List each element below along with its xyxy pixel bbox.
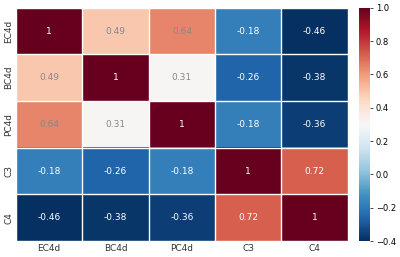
- Text: 0.72: 0.72: [305, 167, 325, 176]
- Text: 1: 1: [46, 26, 52, 35]
- Text: -0.18: -0.18: [236, 26, 260, 35]
- Text: -0.18: -0.18: [170, 167, 194, 176]
- Text: 0.31: 0.31: [172, 73, 192, 82]
- Text: 1: 1: [179, 120, 185, 129]
- Text: 0.31: 0.31: [106, 120, 126, 129]
- Text: 1: 1: [312, 213, 318, 222]
- Text: -0.38: -0.38: [303, 73, 326, 82]
- Text: 1: 1: [245, 167, 251, 176]
- Text: 0.64: 0.64: [172, 26, 192, 35]
- Text: -0.26: -0.26: [237, 73, 260, 82]
- Text: -0.38: -0.38: [104, 213, 127, 222]
- Text: -0.36: -0.36: [170, 213, 194, 222]
- Text: -0.46: -0.46: [303, 26, 326, 35]
- Text: -0.18: -0.18: [236, 120, 260, 129]
- Text: 1: 1: [113, 73, 118, 82]
- Text: -0.46: -0.46: [38, 213, 61, 222]
- Text: -0.36: -0.36: [303, 120, 326, 129]
- Text: 0.72: 0.72: [238, 213, 258, 222]
- Text: 0.49: 0.49: [106, 26, 126, 35]
- Text: -0.26: -0.26: [104, 167, 127, 176]
- Text: 0.64: 0.64: [39, 120, 59, 129]
- Text: -0.18: -0.18: [38, 167, 61, 176]
- Text: 0.49: 0.49: [39, 73, 59, 82]
